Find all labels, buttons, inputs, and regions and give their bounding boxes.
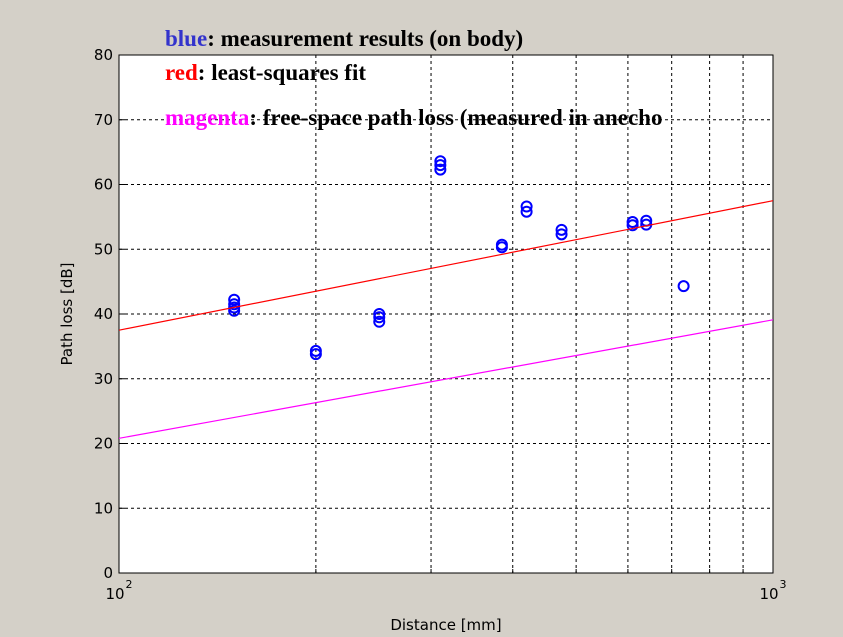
data-point — [520, 205, 533, 218]
y-tick-label: 50 — [94, 240, 113, 258]
x-tick-exponent: 2 — [126, 578, 133, 591]
annotation-key: blue — [165, 26, 207, 51]
data-point — [373, 315, 386, 328]
data-point — [626, 216, 639, 229]
data-point — [434, 159, 447, 172]
y-tick-label: 40 — [94, 305, 113, 323]
data-point — [434, 163, 447, 176]
data-point — [555, 223, 568, 236]
annotation: blue: measurement results (on body) — [165, 26, 523, 51]
x-tick-label: 10 — [759, 585, 778, 603]
y-tick-label: 30 — [94, 370, 113, 388]
y-tick-label: 60 — [94, 176, 113, 194]
data-point — [677, 280, 690, 293]
y-tick-label: 20 — [94, 435, 113, 453]
y-axis-label: Path loss [dB] — [58, 263, 76, 366]
data-point — [495, 238, 508, 251]
data-point — [309, 344, 322, 357]
fit-line — [119, 319, 773, 439]
annotation-text: : free-space path loss (measured in anec… — [249, 105, 662, 130]
x-tick-exponent: 3 — [780, 578, 787, 591]
x-tick-label: 10 — [105, 585, 124, 603]
data-point — [434, 155, 447, 168]
data-point — [228, 293, 241, 306]
annotation-text: : measurement results (on body) — [207, 26, 523, 51]
x-axis-label: Distance [mm] — [390, 616, 501, 634]
data-point — [555, 228, 568, 241]
fit-line — [119, 200, 773, 331]
y-tick-label: 80 — [94, 46, 113, 64]
data-point — [228, 298, 241, 311]
data-point — [373, 308, 386, 320]
y-tick-label: 10 — [94, 499, 113, 517]
annotation-key: red — [165, 60, 198, 85]
y-tick-label: 70 — [94, 111, 113, 129]
annotation-key: magenta — [165, 105, 250, 130]
annotation-text: : least-squares fit — [198, 60, 367, 85]
plot-frame — [118, 54, 774, 574]
data-point — [520, 200, 533, 213]
annotation: red: least-squares fit — [165, 60, 366, 85]
y-tick-label: 0 — [103, 564, 113, 582]
annotation: magenta: free-space path loss (measured … — [165, 105, 662, 130]
